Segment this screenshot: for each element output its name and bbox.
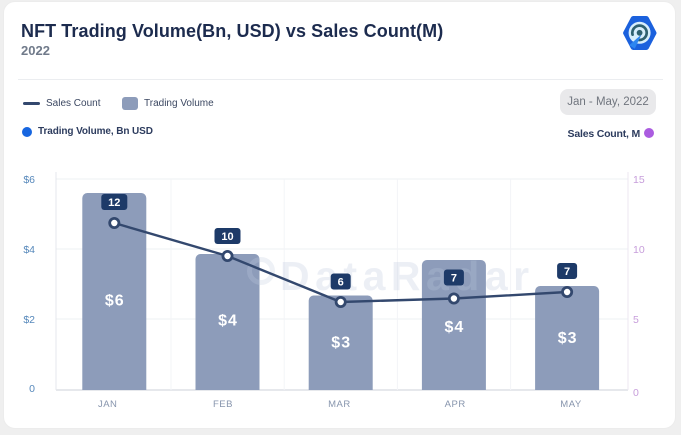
svg-text:MAY: MAY [560, 399, 582, 410]
svg-text:$6: $6 [105, 293, 125, 310]
svg-text:MAR: MAR [328, 399, 351, 410]
svg-text:10: 10 [633, 244, 645, 256]
svg-text:$2: $2 [23, 314, 35, 326]
svg-text:$3: $3 [331, 335, 351, 352]
svg-text:$4: $4 [445, 319, 465, 336]
svg-text:0: 0 [29, 383, 35, 395]
svg-text:10: 10 [221, 231, 233, 243]
svg-text:$4: $4 [23, 244, 35, 256]
svg-text:0: 0 [633, 387, 639, 399]
svg-text:5: 5 [633, 314, 639, 326]
svg-text:15: 15 [633, 174, 645, 186]
svg-text:APR: APR [445, 399, 466, 410]
svg-text:DataRadar: DataRadar [280, 253, 535, 299]
svg-text:$6: $6 [23, 174, 35, 186]
svg-text:6: 6 [338, 277, 344, 289]
svg-text:7: 7 [451, 273, 457, 285]
svg-text:$4: $4 [218, 313, 238, 330]
svg-text:12: 12 [108, 197, 120, 209]
svg-text:$3: $3 [558, 330, 578, 347]
svg-text:FEB: FEB [213, 399, 233, 410]
svg-text:JAN: JAN [98, 399, 117, 410]
svg-text:7: 7 [564, 266, 570, 278]
